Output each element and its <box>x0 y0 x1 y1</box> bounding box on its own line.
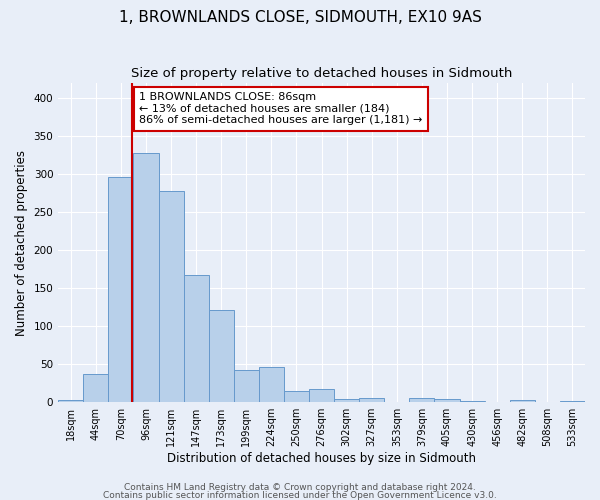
Bar <box>309 390 334 402</box>
Bar <box>409 398 434 402</box>
Bar <box>284 391 309 402</box>
Text: 1, BROWNLANDS CLOSE, SIDMOUTH, EX10 9AS: 1, BROWNLANDS CLOSE, SIDMOUTH, EX10 9AS <box>119 10 481 25</box>
Bar <box>259 368 284 402</box>
Bar <box>184 274 209 402</box>
Bar <box>158 191 184 402</box>
X-axis label: Distribution of detached houses by size in Sidmouth: Distribution of detached houses by size … <box>167 452 476 465</box>
Text: Contains HM Land Registry data © Crown copyright and database right 2024.: Contains HM Land Registry data © Crown c… <box>124 484 476 492</box>
Text: Contains public sector information licensed under the Open Government Licence v3: Contains public sector information licen… <box>103 490 497 500</box>
Bar <box>510 400 535 402</box>
Bar <box>83 374 109 402</box>
Bar <box>460 400 485 402</box>
Bar <box>133 153 158 402</box>
Bar <box>209 310 234 402</box>
Y-axis label: Number of detached properties: Number of detached properties <box>15 150 28 336</box>
Bar <box>334 399 359 402</box>
Bar <box>359 398 385 402</box>
Title: Size of property relative to detached houses in Sidmouth: Size of property relative to detached ho… <box>131 68 512 80</box>
Bar <box>234 370 259 402</box>
Bar <box>109 176 133 402</box>
Bar <box>434 399 460 402</box>
Text: 1 BROWNLANDS CLOSE: 86sqm
← 13% of detached houses are smaller (184)
86% of semi: 1 BROWNLANDS CLOSE: 86sqm ← 13% of detac… <box>139 92 422 126</box>
Bar <box>58 400 83 402</box>
